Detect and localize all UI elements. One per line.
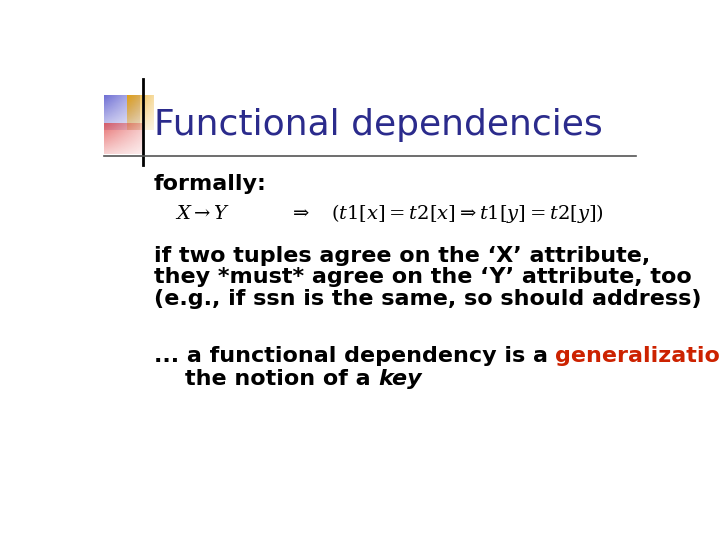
Text: key: key xyxy=(378,369,421,389)
Text: if two tuples agree on the ‘X’ attribute,: if two tuples agree on the ‘X’ attribute… xyxy=(153,246,649,266)
Text: (e.g., if ssn is the same, so should address): (e.g., if ssn is the same, so should add… xyxy=(153,289,701,309)
Text: ... a functional dependency is a: ... a functional dependency is a xyxy=(153,346,555,366)
Text: $X \rightarrow Y$          $\Rightarrow$   $(t\mathit{1}[x]=t\mathit{2}[x] \Righ: $X \rightarrow Y$ $\Rightarrow$ $(t\math… xyxy=(175,202,604,225)
Text: generalization: generalization xyxy=(555,346,720,366)
Text: formally:: formally: xyxy=(153,174,266,194)
Text: Functional dependencies: Functional dependencies xyxy=(153,108,603,142)
Text: the notion of a: the notion of a xyxy=(153,369,378,389)
Text: they *must* agree on the ‘Y’ attribute, too: they *must* agree on the ‘Y’ attribute, … xyxy=(153,267,691,287)
